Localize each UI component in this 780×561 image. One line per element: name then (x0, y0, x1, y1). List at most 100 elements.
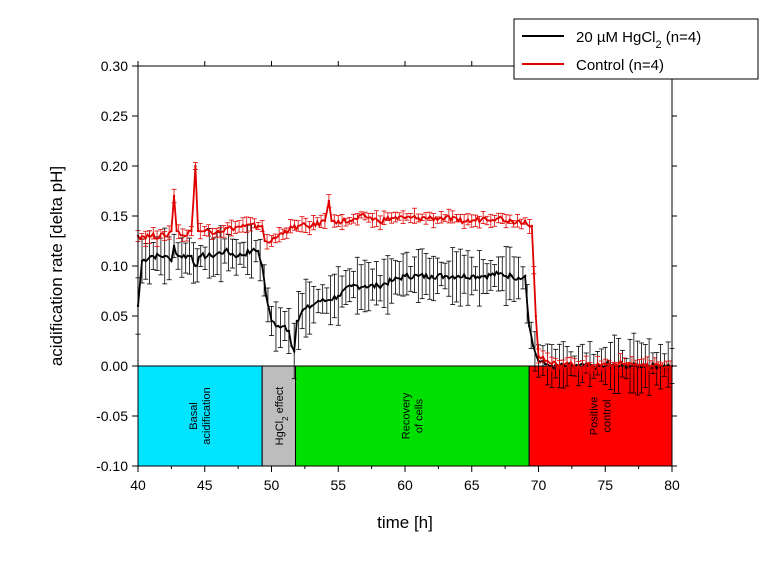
data-point (323, 219, 327, 223)
phase-label-line2: of cells (413, 398, 425, 433)
data-point (270, 239, 273, 243)
data-point (630, 362, 634, 366)
data-point (283, 229, 287, 233)
data-point (264, 294, 268, 298)
y-tick-label: 0.25 (101, 108, 128, 124)
data-point (550, 362, 554, 366)
y-axis: -0.10 -0.05 0.00 0.05 0.10 0.15 0.20 0.25 0.30 (96, 58, 677, 474)
data-point (350, 219, 353, 223)
x-tick-label: 50 (264, 477, 280, 493)
data-point (250, 249, 253, 253)
data-point (377, 284, 380, 288)
phase-label-line1: Basal (188, 402, 200, 430)
data-point (150, 234, 153, 238)
data-point (310, 304, 313, 308)
data-point (140, 259, 144, 263)
phase-label-0: Basal acidification (188, 387, 213, 444)
x-tick-label: 65 (464, 477, 480, 493)
phase-label-sub: 2 (280, 416, 289, 421)
data-point (263, 239, 267, 243)
data-point (194, 264, 197, 268)
data-point (163, 234, 166, 238)
data-point (534, 314, 538, 318)
data-point (390, 279, 393, 283)
series-line-1 (137, 165, 673, 372)
data-point (457, 219, 460, 223)
y-tick-label: 0.20 (101, 158, 128, 174)
y-axis-title: acidification rate [delta pH] (47, 166, 66, 366)
legend-box (513, 18, 759, 80)
phase-label-3: Positive control (589, 397, 614, 436)
data-point (256, 224, 260, 228)
data-point (483, 216, 487, 220)
y-tick-label: 0.30 (101, 58, 128, 74)
data-point (203, 229, 206, 233)
data-point (443, 274, 447, 278)
data-point (170, 259, 173, 263)
phase-label-main: Recovery (400, 392, 412, 439)
phase-label-line1: Recovery (400, 392, 412, 439)
data-point (350, 284, 353, 288)
data-point (243, 224, 246, 228)
phase-label-main: Positive (589, 397, 601, 436)
phase-label-line1: Positive (589, 397, 601, 436)
data-point (510, 274, 513, 278)
phase-block-1 (261, 365, 297, 467)
data-point (150, 254, 153, 258)
data-point (216, 229, 220, 233)
legend-label-tail: (n=4) (662, 29, 702, 46)
data-point (223, 249, 226, 253)
data-point (260, 264, 264, 268)
data-point (617, 362, 620, 366)
data-point (333, 219, 336, 223)
data-point (175, 229, 178, 233)
legend-label-0: 20 µM HgCl2 (n=4) (576, 29, 701, 51)
data-point (483, 274, 487, 278)
data-point (403, 216, 407, 220)
data-point (295, 319, 299, 323)
x-axis: 40 45 50 55 60 65 70 75 80 (130, 61, 680, 493)
phase-label-1: HgCl2 effect (274, 387, 290, 446)
legend: 20 µM HgCl2 (n=4) Control (n=4) (513, 18, 759, 80)
y-tick-label: 0.15 (101, 208, 128, 224)
data-point (590, 364, 594, 368)
data-point (172, 244, 176, 248)
data-series (135, 162, 675, 396)
x-tick-label: 70 (531, 477, 547, 493)
x-tick-label: 75 (597, 477, 613, 493)
data-point (530, 224, 534, 228)
data-point (199, 254, 202, 258)
phase-label-line1: HgCl2 effect (274, 387, 290, 446)
data-point (163, 254, 166, 258)
data-point (417, 274, 420, 278)
phase-block-3 (528, 365, 673, 467)
data-point (317, 299, 320, 303)
data-point (236, 254, 240, 258)
data-point (190, 229, 193, 233)
data-point (644, 364, 647, 368)
data-point (301, 309, 304, 313)
data-point (287, 329, 291, 333)
x-tick-label: 80 (664, 477, 680, 493)
data-point (470, 219, 473, 223)
x-axis-title: time [h] (377, 513, 433, 532)
phase-blocks: Basal acidification HgCl2 effect Recovery of… (137, 365, 673, 467)
data-point (543, 362, 547, 366)
series-1 (135, 162, 674, 376)
data-point (517, 276, 520, 280)
data-point (430, 274, 433, 278)
phase-label-line2: control (602, 399, 614, 432)
data-point (497, 216, 500, 220)
data-point (363, 214, 367, 218)
legend-label-main: Control (n=4) (576, 57, 664, 74)
data-point (310, 224, 313, 228)
data-point (430, 216, 433, 220)
data-point (523, 274, 527, 278)
data-point (256, 249, 260, 253)
data-point (363, 284, 367, 288)
data-point (292, 349, 296, 353)
data-point (417, 216, 420, 220)
data-point (290, 344, 293, 348)
data-point (276, 324, 280, 328)
x-tick-label: 45 (197, 477, 213, 493)
